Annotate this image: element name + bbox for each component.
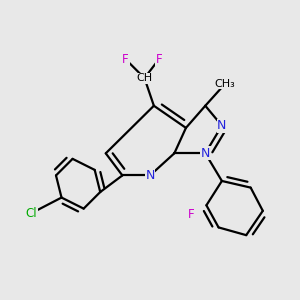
Text: CH₃: CH₃ xyxy=(215,79,236,88)
Text: N: N xyxy=(217,119,226,132)
Text: F: F xyxy=(122,53,129,66)
Text: CH: CH xyxy=(136,73,152,83)
Text: Cl: Cl xyxy=(26,206,38,220)
Text: F: F xyxy=(155,53,162,66)
Text: N: N xyxy=(145,169,155,182)
Text: N: N xyxy=(201,147,210,160)
Text: F: F xyxy=(188,208,194,220)
